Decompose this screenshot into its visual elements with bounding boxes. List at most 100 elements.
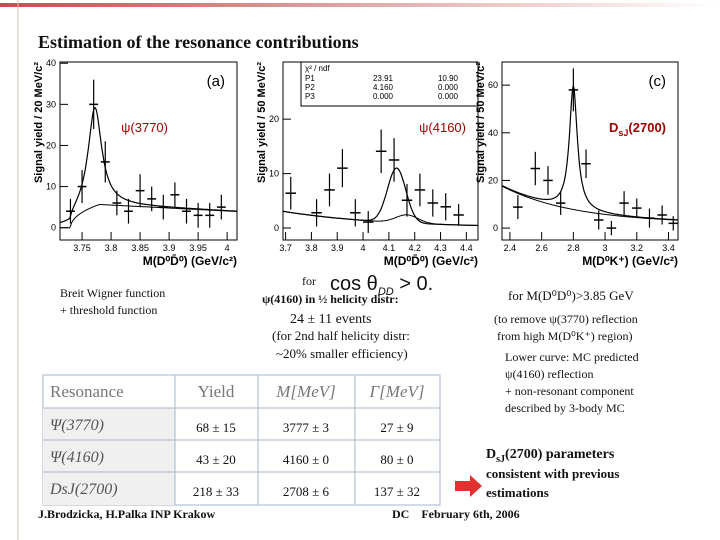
note: + non-resonant component <box>505 384 634 398</box>
note: from high M(D⁰K⁺) region) <box>497 329 632 343</box>
y-tick-label: 20 <box>269 114 279 124</box>
fit-curve <box>283 210 478 226</box>
slide-title: Estimation of the resonance contribution… <box>38 32 359 52</box>
formula-part: > 0. <box>394 273 433 295</box>
stats-cell: 4.160 <box>373 83 394 92</box>
x-tick-label: 3 <box>603 243 608 253</box>
note: 24 ± 11 events <box>290 312 371 327</box>
table-cell: 137 ± 32 <box>374 484 420 499</box>
x-tick-label: 3.95 <box>189 243 207 253</box>
note: DsJ(2700) parameters <box>486 447 615 465</box>
annotation-part: ψ(3770) <box>121 120 168 135</box>
x-tick-label: 4 <box>361 243 366 253</box>
note: estimations <box>486 485 549 500</box>
fit-curve <box>502 85 678 221</box>
annotation-part: (2700) <box>628 120 666 135</box>
plot-frame <box>59 61 238 241</box>
table-cell: Ψ(4160) <box>50 449 104 466</box>
y-tick-label: 10 <box>269 169 279 179</box>
y-axis-label: Signal yield / 20 MeV/c² <box>33 62 45 183</box>
note: (for 2nd half helicity distr: <box>272 328 410 343</box>
note-part: (2700) parameters <box>505 447 615 462</box>
note: ψ(4160) in ½ helicity distr: <box>262 292 399 306</box>
note: consistent with previous <box>486 466 619 481</box>
stats-cell: P2 <box>305 83 315 92</box>
table-header: M[MeV] <box>275 382 335 401</box>
x-tick-label: 3.9 <box>163 243 176 253</box>
table-cell: 4160 ± 0 <box>283 452 329 467</box>
footer-event: DC February 6th, 2006 <box>392 507 520 521</box>
y-tick-label: 40 <box>46 58 56 68</box>
x-tick-label: 2.4 <box>504 243 517 253</box>
x-tick-label: 3.8 <box>105 243 118 253</box>
note: ~20% smaller efficiency) <box>276 346 408 361</box>
y-tick-label: 20 <box>488 175 498 185</box>
stats-title: χ² / ndf <box>305 64 330 73</box>
y-tick-label: 20 <box>46 140 56 150</box>
table-cell: 3777 ± 3 <box>283 420 329 435</box>
top-band <box>0 3 720 7</box>
y-axis-label: Signal yield / 50 MeV/c² <box>256 62 268 183</box>
stats-frame <box>300 61 479 107</box>
note-part: D <box>486 447 496 462</box>
table-cell: Ψ(3770) <box>50 417 104 434</box>
note: (to remove ψ(3770) reflection <box>494 312 638 326</box>
table-cell: DsJ(2700) <box>49 481 118 498</box>
annotation-sub: sJ <box>618 128 628 138</box>
table-cell: 27 ± 9 <box>380 420 413 435</box>
panel-label: (a) <box>207 73 225 90</box>
table-cell: 218 ± 33 <box>193 484 239 499</box>
table-cell: 2708 ± 6 <box>283 484 330 499</box>
stats-cell: 0.000 <box>438 92 459 101</box>
table-cell: 43 ± 20 <box>196 452 236 467</box>
first-column <box>43 408 175 505</box>
x-tick-label: 4.4 <box>460 243 473 253</box>
x-tick-label: 4 <box>225 243 230 253</box>
table-header: Yield <box>198 382 235 401</box>
panel-label: (c) <box>649 73 667 90</box>
note-sub: sJ <box>496 454 505 465</box>
x-tick-label: 3.2 <box>631 243 644 253</box>
formula-sub: DD <box>378 286 394 298</box>
formula-part: cos θ <box>330 273 378 295</box>
note: for M(D⁰D⁰)>3.85 GeV <box>508 288 634 303</box>
stats-cell: 10.90 <box>438 74 459 83</box>
table-cell: 68 ± 15 <box>196 420 236 435</box>
x-axis-label: M(D⁰K⁺) (GeV/c²) <box>582 254 678 268</box>
x-axis-label: M(D⁰D̄⁰) (GeV/c²) <box>384 254 478 268</box>
footer-authors: J.Brodzicka, H.Palka INP Krakow <box>38 507 215 521</box>
note: described by 3-body MC <box>505 401 625 415</box>
table: Resonance Yield M[MeV] Γ[MeV] Ψ(3770) 68 ± 15… <box>42 374 441 506</box>
note: ψ(4160) reflection <box>505 367 593 381</box>
y-axis-label: Signal yield / 50 MeV/c² <box>475 62 487 183</box>
stats-cell: P1 <box>305 74 315 83</box>
x-tick-label: 2.8 <box>567 243 580 253</box>
stats-cell: 0.000 <box>438 83 459 92</box>
annotation-part: ψ(4160) <box>419 120 466 135</box>
plot: 0 10 20 3.7 3.8 3.9 4 4.1 4.2 4.3 4.4 Signal yield … <box>256 61 479 268</box>
x-tick-label: 3.8 <box>305 243 318 253</box>
fit-curve <box>283 167 478 227</box>
x-axis-label: M(D⁰D̄⁰) (GeV/c²) <box>143 254 237 268</box>
y-tick-label: 10 <box>46 182 56 192</box>
y-tick-label: 40 <box>488 128 498 138</box>
x-tick-label: 3.7 <box>279 243 292 253</box>
annotation-part: D <box>609 120 618 135</box>
formula: cos θDD > 0. <box>330 273 433 298</box>
plot: 0 20 40 60 2.4 2.6 2.8 3 3.2 3.4 Signal yield / 50… <box>475 61 679 268</box>
x-tick-label: 4.3 <box>434 243 447 253</box>
arrow <box>455 475 482 497</box>
annotation: ψ(4160) <box>419 120 466 135</box>
x-tick-label: 3.9 <box>331 243 344 253</box>
stats-cell: P3 <box>305 92 315 101</box>
note: for <box>302 274 316 288</box>
x-tick-label: 3.4 <box>662 243 675 253</box>
y-tick-label: 60 <box>488 80 498 90</box>
table-header: Γ[MeV] <box>369 382 425 401</box>
notes: Breit Wigner function + threshold functi… <box>60 273 639 500</box>
x-tick-label: 3.85 <box>131 243 149 253</box>
note: Lower curve: MC predicted <box>505 350 639 364</box>
table-cell: 80 ± 0 <box>380 452 413 467</box>
